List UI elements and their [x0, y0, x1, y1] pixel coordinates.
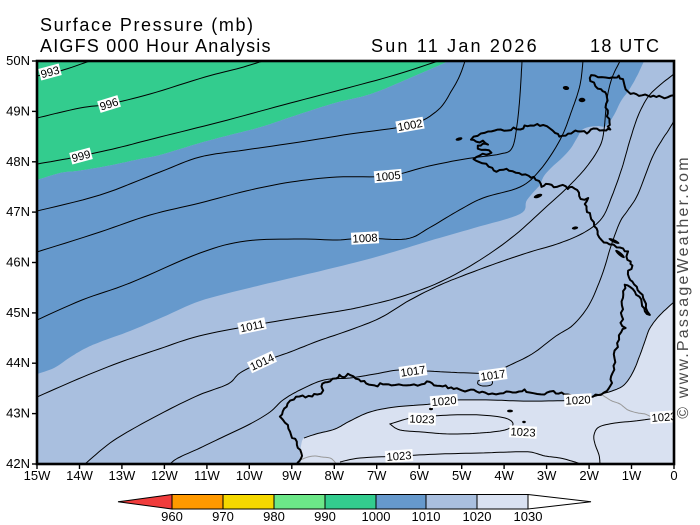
svg-text:980: 980	[263, 509, 285, 524]
svg-text:14W: 14W	[66, 468, 93, 483]
svg-text:1002: 1002	[397, 118, 424, 134]
svg-text:0: 0	[670, 468, 677, 483]
svg-text:50N: 50N	[6, 53, 30, 68]
svg-text:996: 996	[99, 96, 121, 113]
svg-text:Surface Pressure (mb): Surface Pressure (mb)	[40, 15, 255, 35]
svg-text:1008: 1008	[352, 232, 378, 245]
svg-text:15W: 15W	[24, 468, 51, 483]
svg-text:2W: 2W	[579, 468, 599, 483]
svg-text:12W: 12W	[151, 468, 178, 483]
svg-text:48N: 48N	[6, 154, 30, 169]
svg-text:13W: 13W	[109, 468, 136, 483]
svg-text:44N: 44N	[6, 355, 30, 370]
svg-text:47N: 47N	[6, 204, 30, 219]
svg-text:8W: 8W	[325, 468, 345, 483]
svg-text:18 UTC: 18 UTC	[590, 36, 660, 56]
svg-text:1W: 1W	[622, 468, 642, 483]
svg-text:1011: 1011	[239, 319, 265, 336]
svg-text:1023: 1023	[510, 426, 536, 439]
svg-text:999: 999	[71, 149, 92, 165]
svg-text:49N: 49N	[6, 103, 30, 118]
svg-text:7W: 7W	[367, 468, 387, 483]
svg-text:9W: 9W	[282, 468, 302, 483]
svg-text:5W: 5W	[452, 468, 472, 483]
svg-text:Sun 11 Jan 2026: Sun 11 Jan 2026	[371, 36, 539, 56]
svg-text:6W: 6W	[409, 468, 429, 483]
svg-text:45N: 45N	[6, 305, 30, 320]
svg-text:© www.PassageWeather.com: © www.PassageWeather.com	[675, 155, 692, 419]
svg-text:1000: 1000	[362, 509, 391, 524]
svg-text:3W: 3W	[537, 468, 557, 483]
svg-text:1017: 1017	[400, 364, 427, 379]
svg-text:1005: 1005	[375, 170, 401, 184]
svg-text:1023: 1023	[409, 414, 435, 427]
svg-text:42N: 42N	[6, 456, 30, 471]
svg-text:970: 970	[212, 509, 234, 524]
svg-text:AIGFS 000 Hour Analysis: AIGFS 000 Hour Analysis	[40, 36, 272, 56]
svg-text:1017: 1017	[480, 368, 507, 383]
svg-text:43N: 43N	[6, 406, 30, 421]
svg-text:1020: 1020	[463, 509, 492, 524]
svg-text:1010: 1010	[412, 509, 441, 524]
svg-text:46N: 46N	[6, 255, 30, 270]
svg-text:11W: 11W	[194, 468, 220, 483]
svg-text:1020: 1020	[431, 395, 457, 409]
svg-text:10W: 10W	[236, 468, 263, 483]
svg-text:990: 990	[314, 509, 336, 524]
svg-text:960: 960	[161, 509, 183, 524]
svg-text:1023: 1023	[651, 411, 677, 425]
svg-text:1023: 1023	[386, 450, 412, 464]
svg-text:993: 993	[40, 65, 61, 81]
svg-text:1030: 1030	[514, 509, 543, 524]
svg-text:4W: 4W	[494, 468, 514, 483]
svg-text:1020: 1020	[565, 394, 591, 407]
